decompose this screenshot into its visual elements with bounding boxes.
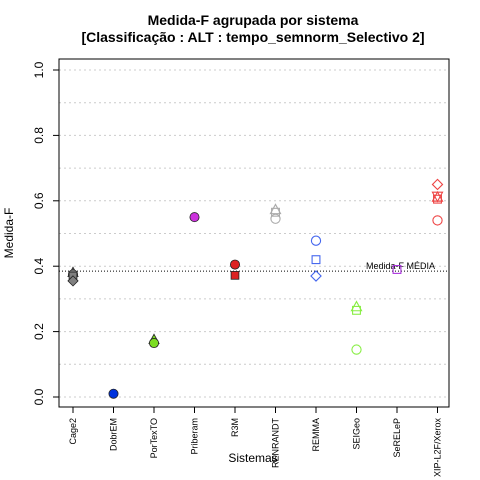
- x-tick-label: XIP-L2F/Xerox: [433, 418, 443, 478]
- data-point: [433, 194, 442, 204]
- x-tick-label: REMMA: [311, 418, 321, 452]
- y-tick-label: 0.2: [32, 323, 46, 340]
- x-tick-label: R3M: [230, 418, 240, 437]
- data-point: [311, 255, 321, 265]
- grid: [59, 69, 449, 398]
- x-tick-label: SeRELeP: [392, 418, 402, 458]
- data-point: [310, 270, 322, 282]
- y-tick-label: 1.0: [32, 61, 46, 78]
- x-tick-label: SEIGeo: [352, 418, 362, 450]
- data-point: [67, 275, 79, 287]
- x-tick-label: Priberam: [190, 418, 200, 455]
- data-point: [310, 235, 322, 246]
- plot-frame: [58, 58, 450, 408]
- data-point: [431, 178, 444, 191]
- y-tick-label: 0.6: [32, 192, 46, 209]
- data-point: [229, 259, 240, 270]
- y-axis-label: Medida-F: [2, 208, 16, 259]
- data-point: [230, 271, 240, 280]
- data-point: [392, 265, 402, 274]
- x-axis-label: Sistemas: [228, 451, 277, 465]
- data-point: [351, 344, 362, 355]
- data-point: [431, 190, 444, 202]
- chart-subtitle: [Classificação : ALT : tempo_semnorm_Sel…: [81, 29, 424, 45]
- x-tick-label: RENRANDT: [271, 418, 281, 469]
- data-point: [189, 212, 200, 223]
- y-tick-label: 0.4: [32, 258, 46, 275]
- x-tick-label: DobrEM: [109, 418, 119, 451]
- y-axis: 0.0 0.2 0.4 0.6 0.8 1.0: [32, 61, 59, 405]
- data-point: [271, 207, 280, 217]
- data-points: [67, 178, 444, 399]
- chart-title: Medida-F agrupada por sistema: [148, 12, 359, 28]
- x-tick-label: PorTexTO: [149, 418, 159, 458]
- x-axis: Cage2 DobrEM PorTexTO Priberam R3M RENRANDT RE…: [68, 407, 443, 477]
- x-tick-label: Cage2: [68, 418, 78, 445]
- data-point: [108, 388, 119, 399]
- data-point: [432, 215, 443, 226]
- data-point: [352, 305, 361, 315]
- y-tick-label: 0.8: [32, 127, 46, 144]
- data-point: [148, 338, 159, 349]
- data-point: [270, 213, 281, 224]
- y-tick-label: 0.0: [32, 388, 46, 405]
